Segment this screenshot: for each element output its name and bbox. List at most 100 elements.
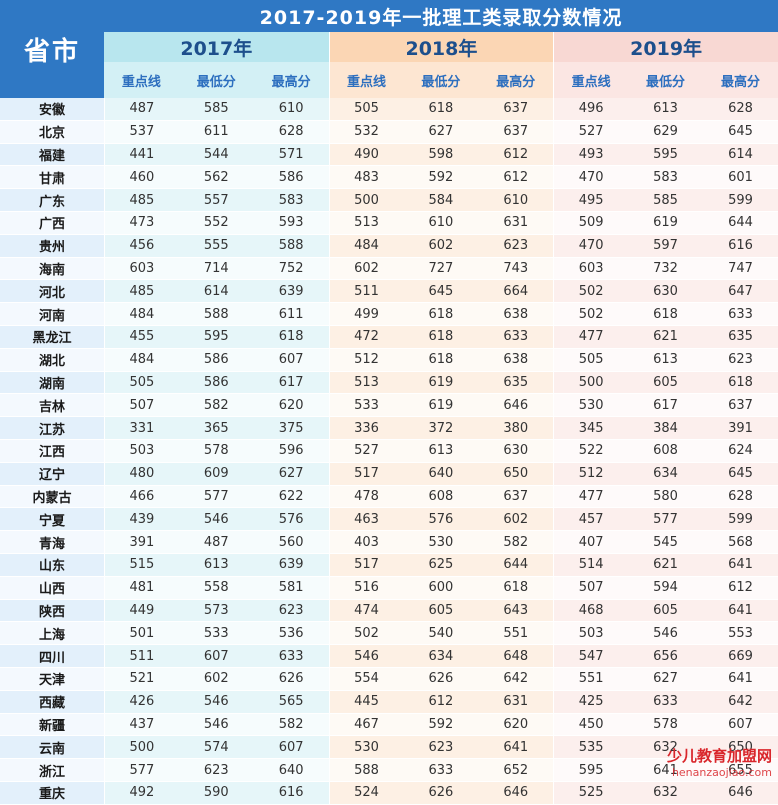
score-cell: 605 (628, 599, 703, 623)
score-cell: 551 (478, 622, 554, 646)
score-cell: 511 (104, 645, 179, 668)
score-cell: 512 (328, 348, 404, 372)
score-cell: 426 (104, 690, 179, 714)
score-cell: 439 (104, 508, 179, 532)
score-cell: 568 (703, 531, 778, 554)
score-cell: 633 (628, 690, 703, 714)
score-cell: 633 (703, 303, 778, 326)
score-cell: 624 (703, 439, 778, 463)
subheader-max-2017: 最高分 (253, 62, 329, 98)
year-header-2019: 2019年 (553, 32, 778, 62)
score-cell: 502 (553, 303, 629, 326)
score-cell: 554 (328, 667, 404, 691)
subheader-key-line-2019: 重点线 (553, 62, 629, 98)
score-cell: 384 (628, 417, 703, 440)
score-cell: 586 (178, 371, 254, 395)
score-cell: 466 (104, 485, 179, 509)
year-header-2017: 2017年 (104, 32, 329, 62)
province-cell: 黑龙江 (0, 325, 104, 349)
score-cell: 655 (703, 759, 778, 782)
score-cell: 500 (328, 189, 404, 212)
score-cell: 403 (328, 531, 404, 554)
score-cell: 585 (628, 189, 703, 212)
score-cell: 468 (553, 599, 629, 623)
score-cell: 714 (178, 257, 254, 281)
score-cell: 618 (403, 98, 479, 121)
score-cell: 478 (328, 485, 404, 509)
score-cell: 595 (628, 143, 703, 167)
score-cell: 580 (628, 485, 703, 509)
score-cell: 621 (628, 325, 703, 349)
score-cell: 630 (478, 439, 554, 463)
score-cell: 553 (703, 622, 778, 646)
province-cell: 内蒙古 (0, 485, 104, 509)
score-cell: 512 (553, 462, 629, 486)
score-cell: 551 (553, 667, 629, 691)
score-cell: 620 (478, 713, 554, 737)
province-cell: 青海 (0, 531, 104, 554)
score-cell: 634 (628, 462, 703, 486)
score-cell: 652 (478, 759, 554, 782)
province-cell: 四川 (0, 645, 104, 668)
score-cell: 640 (403, 462, 479, 486)
score-cell: 637 (478, 120, 554, 144)
score-cell: 594 (628, 576, 703, 600)
province-cell: 广西 (0, 211, 104, 235)
table-row: 辽宁 480 609 627 517 640 650 512 634 645 (0, 462, 778, 486)
province-cell: 西藏 (0, 690, 104, 714)
score-cell: 610 (403, 211, 479, 235)
table-row: 青海 391 487 560 403 530 582 407 545 568 (0, 531, 778, 554)
score-cell: 577 (178, 485, 254, 509)
score-cell: 586 (178, 348, 254, 372)
score-cell: 425 (553, 690, 629, 714)
province-cell: 山西 (0, 576, 104, 600)
table-row: 福建 441 544 571 490 598 612 493 595 614 (0, 143, 778, 167)
score-cell: 635 (478, 371, 554, 395)
score-cell: 501 (104, 622, 179, 646)
score-cell: 513 (328, 371, 404, 395)
score-cell: 552 (178, 211, 254, 235)
table-row: 北京 537 611 628 532 627 637 527 629 645 (0, 120, 778, 144)
score-cell: 642 (703, 690, 778, 714)
score-cell: 611 (178, 120, 254, 144)
score-cell: 514 (553, 553, 629, 577)
table-row: 广东 485 557 583 500 584 610 495 585 599 (0, 189, 778, 212)
score-cell: 532 (328, 120, 404, 144)
province-cell: 陕西 (0, 599, 104, 623)
score-cell: 638 (478, 348, 554, 372)
score-cell: 546 (178, 508, 254, 532)
score-cell: 537 (104, 120, 179, 144)
score-cell: 463 (328, 508, 404, 532)
score-cell: 595 (553, 759, 629, 782)
province-cell: 福建 (0, 143, 104, 167)
score-cell: 502 (553, 280, 629, 304)
score-cell: 639 (253, 280, 329, 304)
score-cell: 588 (328, 759, 404, 782)
score-cell: 623 (703, 348, 778, 372)
score-cell: 437 (104, 713, 179, 737)
province-cell: 上海 (0, 622, 104, 646)
score-cell: 546 (178, 690, 254, 714)
score-cell: 608 (403, 485, 479, 509)
score-cell: 574 (178, 736, 254, 760)
score-cell: 525 (553, 781, 629, 805)
score-cell: 456 (104, 234, 179, 258)
score-cell: 632 (628, 736, 703, 760)
score-cell: 664 (478, 280, 554, 304)
score-cell: 620 (253, 394, 329, 418)
score-cell: 605 (628, 371, 703, 395)
score-cell: 656 (628, 645, 703, 668)
score-cell: 642 (478, 667, 554, 691)
table-row: 山东 515 613 639 517 625 644 514 621 641 (0, 553, 778, 577)
subheader-min-2019: 最低分 (628, 62, 703, 98)
score-cell: 635 (703, 325, 778, 349)
score-cell: 375 (253, 417, 329, 440)
score-cell: 530 (328, 736, 404, 760)
score-cell: 530 (553, 394, 629, 418)
year-header-2018: 2018年 (328, 32, 554, 62)
score-cell: 644 (478, 553, 554, 577)
score-cell: 618 (478, 576, 554, 600)
score-cell: 618 (628, 303, 703, 326)
score-cell: 618 (253, 325, 329, 349)
score-cell: 582 (478, 531, 554, 554)
